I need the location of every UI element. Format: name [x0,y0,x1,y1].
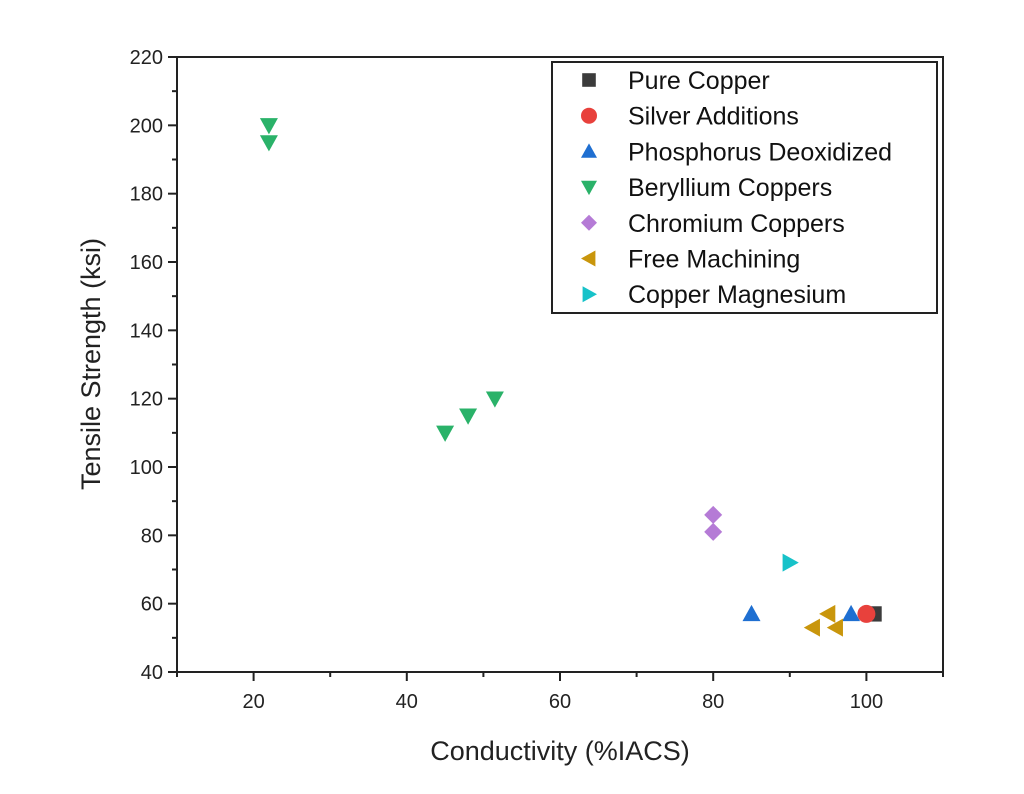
legend-label-beryllium-coppers: Beryllium Coppers [628,174,832,202]
y-tick-label: 220 [130,47,163,69]
x-tick-label: 100 [850,691,883,713]
legend: Pure Copper Silver Additions Phosphorus De… [551,61,938,314]
legend-marker-pure-copper [582,73,596,87]
legend-marker-chromium-coppers [581,214,597,231]
legend-marker-silver-additions [581,107,597,124]
legend-marker-phosphorus-deoxidized [581,143,597,158]
legend-label-copper-magnesium: Copper Magnesium [628,281,846,309]
point-chromium-coppers [704,522,723,541]
x-axis-title: Conductivity (%IACS) [430,736,690,766]
legend-label-pure-copper: Pure Copper [628,67,770,95]
point-beryllium-coppers [436,425,455,442]
legend-label-free-machining: Free Machining [628,246,800,274]
point-beryllium-coppers [259,118,278,135]
legend-label-phosphorus-deoxidized: Phosphorus Deoxidized [628,138,892,166]
legend-marker-beryllium-coppers [581,180,597,196]
legend-marker-copper-magnesium [582,286,597,303]
point-free-machining [819,604,836,623]
point-chromium-coppers [704,505,723,524]
y-tick-label: 160 [130,252,163,274]
x-axis-ticks: 20 40 60 80 100 [176,672,944,713]
point-phosphorus-deoxidized [842,604,861,622]
y-tick-label: 80 [141,525,163,547]
legend-frame [551,61,938,314]
point-free-machining [803,618,820,637]
y-tick-label: 180 [130,184,163,206]
point-beryllium-coppers [485,391,504,408]
x-tick-label: 20 [242,691,264,713]
point-beryllium-coppers [259,135,278,152]
point-beryllium-coppers [459,408,478,425]
point-copper-magnesium [782,553,799,572]
y-tick-label: 40 [141,662,163,684]
y-tick-label: 200 [130,115,163,137]
data-points [259,118,882,637]
y-tick-label: 60 [141,594,163,616]
point-phosphorus-deoxidized [742,604,761,622]
y-tick-label: 120 [130,389,163,411]
legend-label-chromium-coppers: Chromium Coppers [628,210,845,238]
y-axis-title: Tensile Strength (ksi) [76,238,106,490]
legend-marker-free-machining [581,250,596,267]
x-tick-label: 60 [549,691,571,713]
y-tick-label: 140 [130,320,163,342]
x-tick-label: 80 [702,691,724,713]
legend-label-silver-additions: Silver Additions [628,103,799,131]
y-axis-ticks: 40 60 80 100 120 140 160 180 200 220 [130,47,177,684]
y-tick-label: 100 [130,457,163,479]
point-free-machining [826,618,843,637]
point-silver-additions [857,604,876,623]
x-tick-label: 40 [396,691,418,713]
